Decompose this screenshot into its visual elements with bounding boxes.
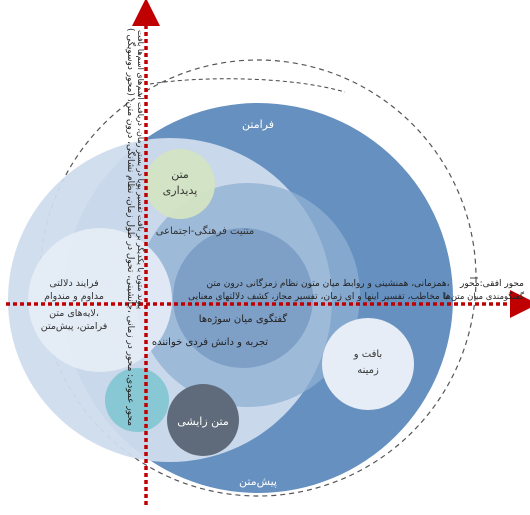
mediated-relations-label: با مخاطب، تفسیر اینها و ای زمان، تفسیر م… (188, 292, 448, 302)
vertical-axis-title: محور عمودی: محور در زمانی ،جانشینی، تحول… (125, 28, 137, 426)
semiotic-process-label-1: فرایند دلالتی (49, 278, 98, 289)
individual-experience-label: تجربه و دانش فردی خواننده (152, 337, 268, 348)
texture-context-circle (322, 318, 414, 410)
semiotic-process-label-2: مداوم و مندوام (44, 291, 104, 302)
horizontal-relations-label: همزمانی، همنشینی و روابط میان متون نظام … (206, 277, 449, 289)
horizontal-axis-subtitle: گفتگومندی میان متن‌ها (444, 291, 525, 302)
generative-text-circle (167, 384, 239, 456)
horizontal-axis-title: محور افقی:محور (459, 279, 524, 289)
texture-context-label-1: بافت و (353, 349, 382, 360)
phenomenal-text-label-1: متن (171, 168, 189, 181)
sociocultural-label: متنیت فرهنگی-اجتماعی (156, 225, 255, 237)
teal-circle (105, 368, 169, 432)
top-connector (149, 78, 346, 93)
text-layers-label-1: لایه‌های متن، (49, 308, 99, 319)
vertical-axis-subtitle: پیوند متون با یکدیگر بر بافت تفسیر پویا … (136, 30, 146, 309)
pretext-label: پیش‌متن (239, 475, 277, 488)
generative-text-label: متن زایشی (177, 415, 229, 428)
innermost-circle (173, 228, 313, 368)
text-layers-label-2: فرامتن، پیش‌متن (41, 321, 108, 332)
phenomenal-text-label-2: پدیداری (163, 184, 198, 197)
dialogue-label: گفتگوی میان سوژه‌ها (199, 313, 288, 325)
frametext-label: فرامتن (242, 118, 274, 131)
semiotic-circle (28, 228, 172, 372)
texture-context-label-2: زمینه (357, 365, 379, 376)
phenomenal-text-circle (145, 149, 215, 219)
